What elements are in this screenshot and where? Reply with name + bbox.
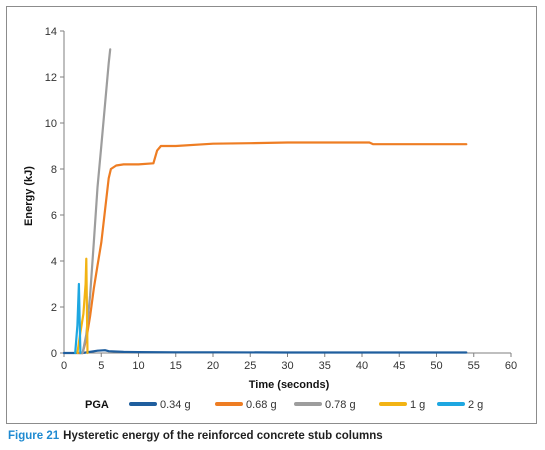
series-line-0-34-g: [62, 349, 468, 355]
x-tick-label: 60: [505, 360, 517, 372]
y-tick-labels: 0 2 4 6 8 10 12 14: [45, 26, 57, 360]
y-tick-label: 12: [45, 72, 57, 84]
legend-title: PGA: [85, 399, 109, 411]
y-tick-label: 0: [51, 348, 57, 360]
legend-label: 0.78 g: [325, 399, 356, 411]
y-axis-title: Energy (kJ): [23, 166, 35, 226]
y-tick-label: 2: [51, 302, 57, 314]
x-tick-label: 50: [430, 360, 442, 372]
axes: [60, 30, 512, 357]
legend-label: 0.68 g: [246, 399, 277, 411]
x-axis-title: Time (seconds): [249, 379, 330, 391]
y-tick-label: 6: [51, 210, 57, 222]
legend-label: 0.34 g: [160, 399, 191, 411]
x-tick-label: 35: [319, 360, 331, 372]
series-line-2-g: [74, 282, 82, 355]
chart-frame: 0 2 4 6 8 10 12 14 0 5 10 15 20 25 30 35 40 45 50 55 60 Tim…: [6, 6, 537, 424]
series-line-0-68-g: [77, 141, 468, 355]
y-tick-label: 4: [51, 256, 57, 268]
x-tick-label: 20: [207, 360, 219, 372]
y-tick-label: 8: [51, 164, 57, 176]
x-tick-label: 45: [393, 360, 405, 372]
x-tick-label: 40: [356, 360, 368, 372]
x-tick-label: 0: [61, 360, 67, 372]
figure-number: Figure 21: [8, 430, 60, 442]
x-tick-labels: 0 5 10 15 20 25 30 35 40 45 50 55 60: [61, 360, 517, 372]
y-tick-label: 10: [45, 118, 57, 130]
energy-chart: 0 2 4 6 8 10 12 14 0 5 10 15 20 25 30 35 40 45 50 55 60 Tim…: [23, 26, 517, 411]
x-tick-label: 30: [281, 360, 293, 372]
x-tick-label: 55: [468, 360, 480, 372]
x-tick-label: 5: [98, 360, 104, 372]
x-tick-label: 15: [170, 360, 182, 372]
legend-label: 2 g: [468, 399, 483, 411]
legend-label: 1 g: [410, 399, 425, 411]
x-tick-label: 10: [132, 360, 144, 372]
y-tick-label: 14: [45, 26, 57, 38]
x-tick-label: 25: [244, 360, 256, 372]
legend: PGA 0.34 g 0.68 g 0.78 g 1 g 2 g: [85, 399, 483, 411]
series-lines: [62, 48, 468, 355]
figure-caption: Figure 21 Hysteretic energy of the reinfo…: [8, 430, 383, 442]
figure-caption-text: Hysteretic energy of the reinforced conc…: [63, 430, 383, 442]
